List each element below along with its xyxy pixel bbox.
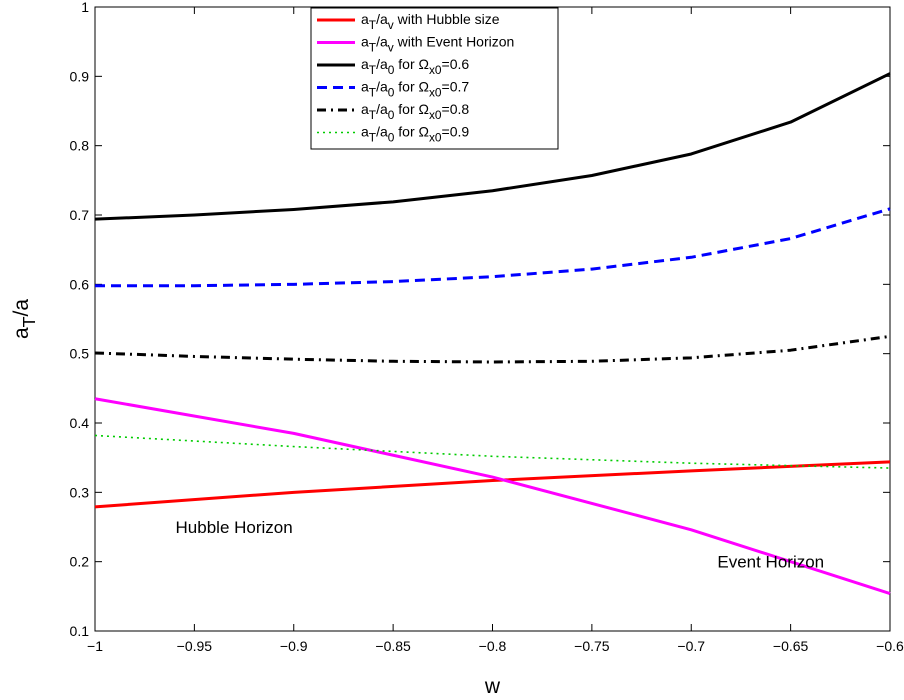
series-line-3 [94, 72, 891, 221]
x-tick-label: −0.65 [773, 638, 809, 654]
legend-entry-label: aT/a0 for Ωx0=0.7 [361, 79, 469, 100]
series-line-2 [94, 397, 891, 595]
annotation-label: Hubble Horizon [176, 518, 293, 537]
annotation-label: Event Horizon [717, 553, 824, 572]
y-tick-label: 0.5 [70, 346, 90, 362]
legend-entry-label: aT/a0 for Ωx0=0.9 [361, 124, 469, 145]
legend-entry-label: aT/av with Event Horizon [361, 34, 514, 55]
legend-entry-label: aT/a0 for Ωx0=0.6 [361, 56, 469, 77]
x-axis-title: w [484, 675, 501, 698]
axes-layer: −1 −0.95 −0.9 −0.85 −0.8 −0.75 −0.7 −0.65 −0.6 0.… [10, 0, 904, 698]
series-line-1 [94, 460, 891, 509]
y-tick-label: 0.9 [70, 68, 90, 84]
legend-entry-label: aT/av with Hubble size [361, 11, 500, 32]
x-tick-label: −0.6 [876, 638, 904, 654]
y-tick-label: 0.4 [70, 415, 90, 431]
series-line-4 [95, 207, 891, 288]
y-tick-label: 1 [81, 0, 89, 15]
y-tick-label: 0.1 [70, 623, 90, 639]
x-tick-label: −0.7 [677, 638, 705, 654]
y-tick-label: 0.2 [70, 554, 90, 570]
y-axis-title: aT/a [10, 299, 39, 339]
x-tick-label: −0.85 [375, 638, 411, 654]
x-tick-label: −0.8 [479, 638, 507, 654]
legend-box [310, 7, 559, 150]
y-tick-label: 0.3 [70, 484, 90, 500]
x-tick-label: −0.9 [280, 638, 308, 654]
y-tick-label: 0.7 [70, 207, 90, 223]
series-line-6 [94, 434, 891, 469]
series-line-5 [94, 334, 891, 364]
x-tick-label: −0.75 [574, 638, 610, 654]
y-tick-label: 0.6 [70, 276, 90, 292]
annotation-layer: Hubble Horizon Event Horizon [176, 518, 825, 572]
series-layer [94, 72, 891, 595]
legend-entry-label: aT/a0 for Ωx0=0.8 [361, 101, 469, 122]
x-tick-label: −0.95 [177, 638, 213, 654]
x-tick-label: −1 [87, 638, 103, 654]
y-tick-label: 0.8 [70, 138, 90, 154]
